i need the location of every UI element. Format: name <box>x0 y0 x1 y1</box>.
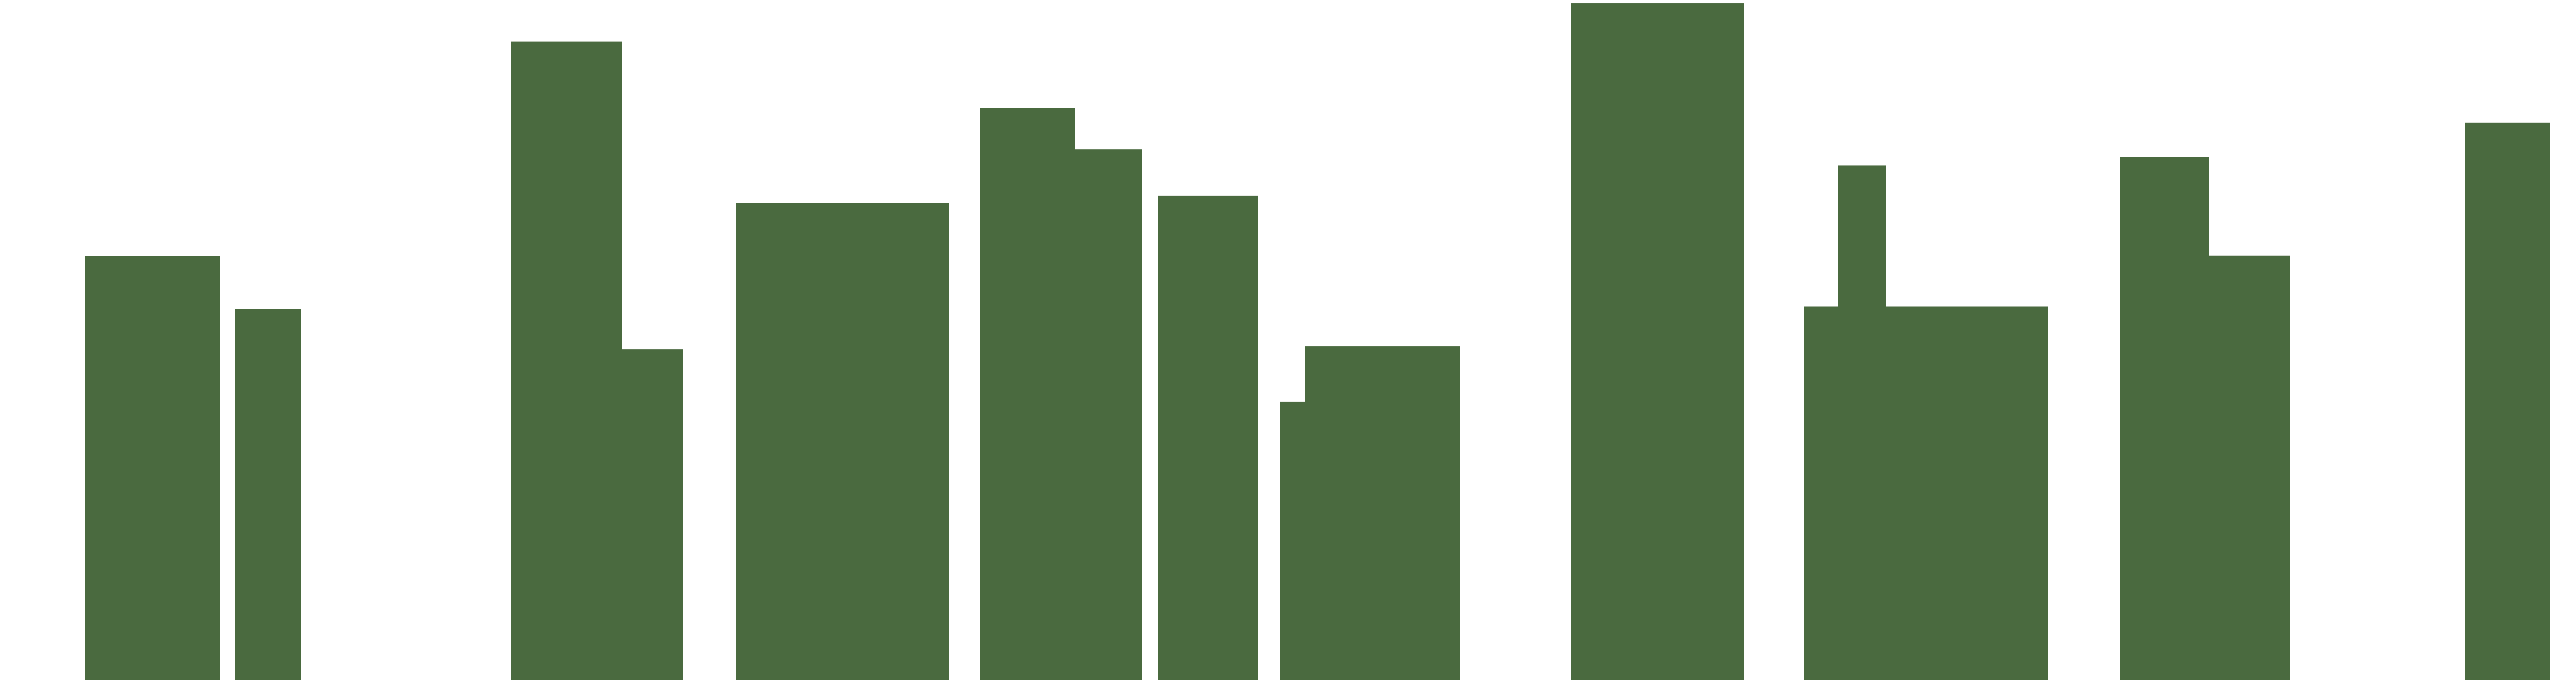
bar-15 <box>2120 157 2209 680</box>
bar-6 <box>980 108 1075 680</box>
bar-5 <box>736 203 949 680</box>
bar-3 <box>511 41 622 680</box>
bar-1 <box>85 256 220 680</box>
bar-13 <box>1838 165 1886 680</box>
bar-4 <box>622 349 683 680</box>
bar-16 <box>2209 255 2290 680</box>
bar-11 <box>1571 3 1744 680</box>
bar-7 <box>1075 149 1142 680</box>
bar-17 <box>2465 122 2550 680</box>
bars-layer <box>85 3 2550 680</box>
bar-10 <box>1305 346 1460 680</box>
bar-12 <box>1804 306 1838 680</box>
bar-8 <box>1158 195 1258 680</box>
bar-9 <box>1280 401 1305 680</box>
bar-2 <box>235 309 301 680</box>
bar-14 <box>1886 306 2048 680</box>
